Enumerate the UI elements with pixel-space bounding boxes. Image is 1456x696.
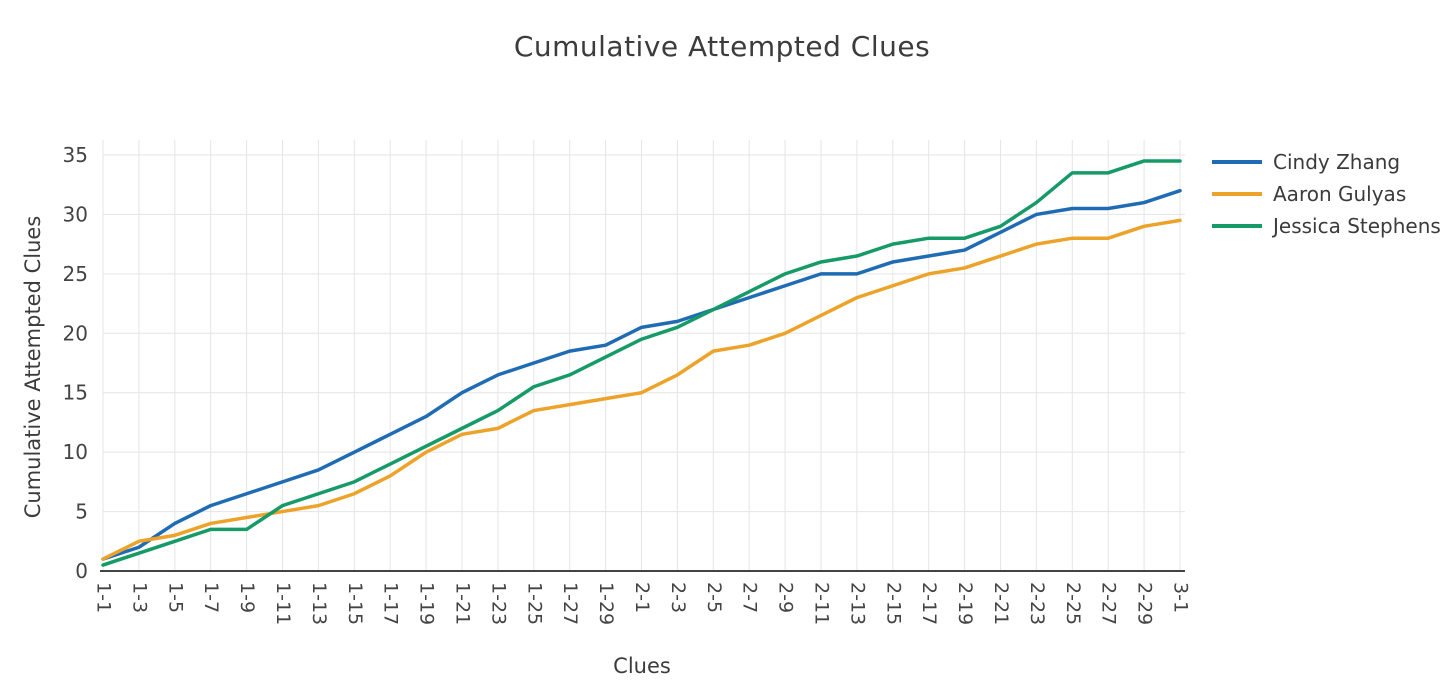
- x-tick-label: 1-23: [487, 582, 509, 625]
- legend-label: Jessica Stephens: [1273, 213, 1441, 238]
- x-tick-label: 1-17: [380, 582, 402, 625]
- series-line-cindy-zhang: [101, 188, 1182, 561]
- y-tick-label: 20: [63, 321, 88, 345]
- chart-title: Cumulative Attempted Clues: [513, 30, 931, 63]
- y-tick-label: 15: [63, 381, 88, 405]
- x-tick-label: 1-21: [452, 582, 474, 625]
- x-axis-title: Clues: [613, 654, 671, 678]
- legend: Cindy Zhang Aaron Gulyas Jessica Stephen…: [1212, 149, 1441, 238]
- x-tick-label: 2-17: [918, 582, 940, 625]
- x-tick-label: 1-25: [523, 582, 545, 625]
- legend-item-cindy-zhang[interactable]: Cindy Zhang: [1212, 149, 1441, 174]
- x-tick-label: 2-27: [1098, 582, 1120, 625]
- x-tick-label: 2-7: [739, 582, 761, 613]
- x-tick-label: 2-23: [1026, 582, 1048, 625]
- y-axis-title: Cumulative Attempted Clues: [21, 215, 45, 519]
- x-tick-label: 1-5: [164, 582, 186, 613]
- legend-item-aaron-gulyas[interactable]: Aaron Gulyas: [1212, 181, 1441, 206]
- x-tick-label: 2-29: [1134, 582, 1156, 625]
- legend-swatch-line: [1212, 223, 1262, 228]
- x-tick-label: 1-7: [200, 582, 222, 613]
- x-tick-label: 1-9: [236, 582, 258, 613]
- y-tick-label: 10: [63, 440, 88, 464]
- y-tick-label: 5: [75, 500, 88, 524]
- series-line-jessica-stephens: [101, 159, 1182, 567]
- x-tick-label: 1-27: [559, 582, 581, 625]
- x-tick-label: 2-11: [811, 582, 833, 625]
- x-tick-label: 2-1: [631, 582, 653, 613]
- legend-label: Cindy Zhang: [1273, 149, 1401, 174]
- x-tick-label: 2-9: [775, 582, 797, 613]
- legend-item-jessica-stephens[interactable]: Jessica Stephens: [1212, 213, 1441, 238]
- x-tick-label: 2-3: [667, 582, 689, 613]
- x-tick-label: 1-3: [128, 582, 150, 613]
- series-line-aaron-gulyas: [101, 218, 1182, 561]
- x-tick-label: 1-15: [344, 582, 366, 625]
- x-tick-label: 2-13: [846, 582, 868, 625]
- x-tick-label: 2-25: [1062, 582, 1084, 625]
- y-tick-label: 25: [63, 262, 88, 286]
- x-tick-label: 2-15: [882, 582, 904, 625]
- x-tick-label: 3-1: [1170, 582, 1192, 613]
- x-tick-label: 1-19: [416, 582, 438, 625]
- y-tick-label: 35: [63, 143, 88, 167]
- x-tick-label: 1-13: [308, 582, 330, 625]
- x-tick-label: 2-21: [990, 582, 1012, 625]
- x-tick-label: 1-11: [272, 582, 294, 625]
- legend-swatch-line: [1212, 191, 1262, 196]
- legend-label: Aaron Gulyas: [1273, 181, 1407, 206]
- x-tick-label: 2-19: [954, 582, 976, 625]
- legend-swatch-line: [1212, 159, 1262, 164]
- x-tick-label: 2-5: [703, 582, 725, 613]
- y-tick-label: 0: [75, 559, 88, 583]
- x-tick-label: 1-1: [93, 582, 115, 613]
- x-tick-label: 1-29: [595, 582, 617, 625]
- y-tick-label: 30: [63, 202, 88, 226]
